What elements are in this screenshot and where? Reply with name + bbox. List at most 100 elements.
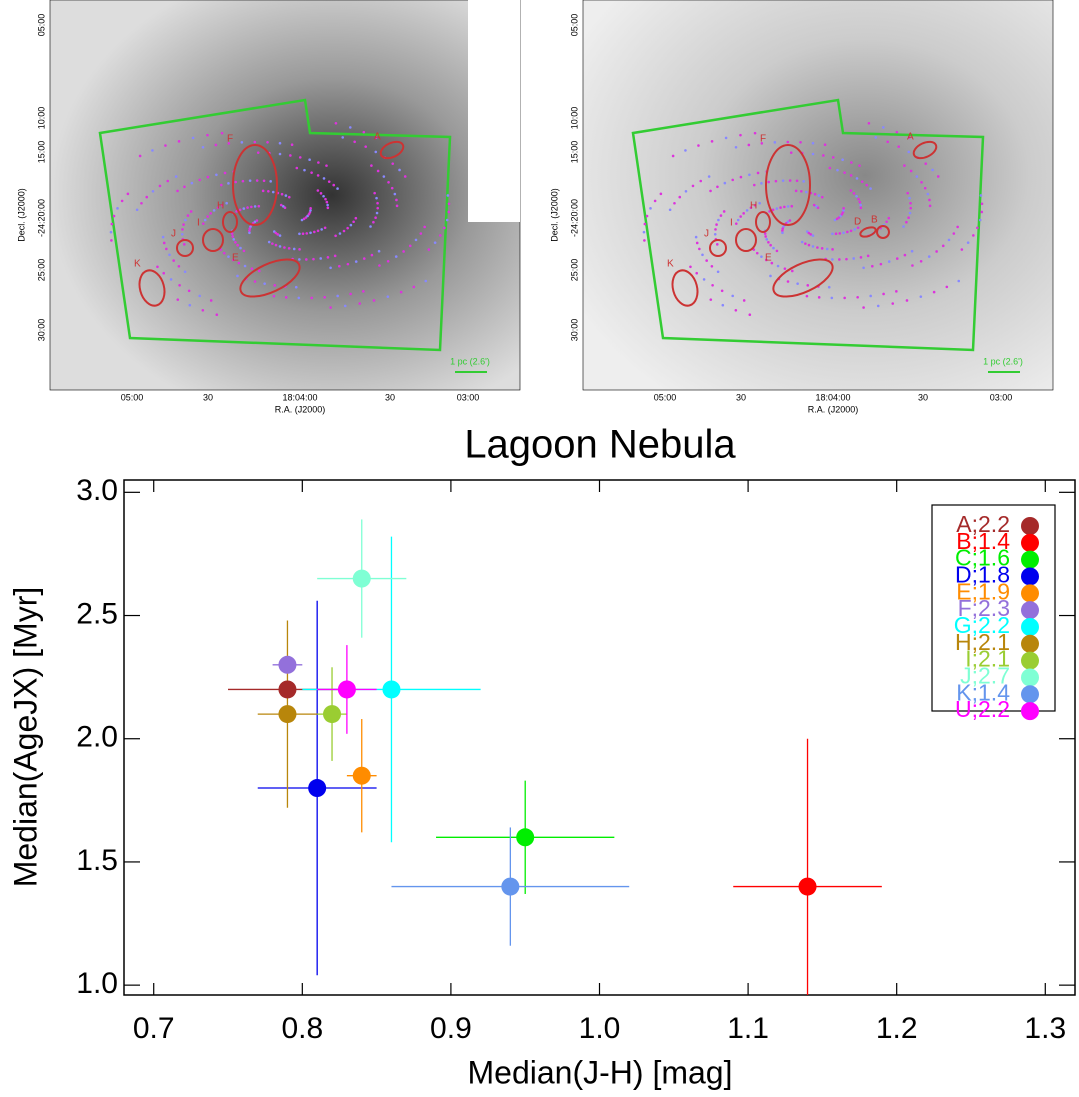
legend-marker [1021,651,1039,670]
star-dot [263,282,266,285]
star-dot [230,232,234,235]
y-tick-label: 3.0 [76,474,118,507]
star-dot [305,232,309,235]
star-dot [852,192,856,195]
star-dot [201,308,205,312]
map-x-tick-label: 05:00 [121,392,144,402]
star-dot [120,199,124,203]
star-dot [697,144,700,147]
star-dot [694,235,698,239]
star-dot [248,231,251,235]
star-dot [709,189,712,193]
star-dot [856,226,860,230]
star-dot [802,180,805,183]
star-dot [386,295,390,298]
region-label: A [907,132,914,143]
star-dot [858,164,861,167]
data-point [278,655,297,674]
star-dot [302,217,306,221]
star-dot [319,192,323,195]
star-dot [319,257,323,260]
star-dot [862,306,865,309]
star-dot [710,140,714,143]
star-dot [790,269,794,273]
chart-title: Lagoon Nebula [464,423,736,467]
star-dot [334,121,338,125]
data-point [501,877,520,896]
star-dot [222,251,226,255]
star-dot [823,143,827,146]
star-dot [316,189,320,192]
star-dot [811,141,815,145]
star-dot [329,306,332,309]
star-dot [287,195,291,199]
star-dot [812,203,816,207]
star-dot [183,270,187,274]
star-dot [978,218,982,222]
region-ellipse [222,211,238,233]
star-dot [393,192,397,196]
star-dot [895,130,899,134]
star-dot [887,216,891,220]
map-x-tick-label: 30 [918,392,928,402]
data-point [382,680,401,699]
star-dot [869,187,872,190]
map-y-tick-label: 30:00 [569,319,579,342]
star-dot [336,187,339,190]
star-dot [215,313,219,317]
star-dot [858,200,862,204]
region-ellipse [202,228,224,252]
star-dot [927,255,931,258]
star-dot [352,220,355,224]
star-dot [859,256,863,259]
star-dot [177,264,181,268]
star-dot [756,171,760,175]
scale-label: 1 pc (2.6') [450,356,490,366]
star-dot [242,207,246,210]
star-dot [723,181,727,185]
star-dot [376,169,380,173]
star-dot [653,199,657,203]
x-tick-label: 1.0 [579,1012,621,1045]
star-dot [332,183,336,187]
star-dot [227,255,230,258]
survey-outline [631,98,985,352]
data-point [278,680,297,699]
map-x-tick-label: 30 [203,392,213,402]
star-dot [800,189,803,193]
star-dot [243,264,247,268]
x-tick-label: 1.3 [1024,1012,1066,1045]
legend-label: E;1.9 [956,578,1010,604]
legend-marker [1021,567,1039,586]
region-ellipse [859,226,877,238]
star-dot [895,257,899,260]
star-dot [769,243,772,247]
star-dot [811,152,815,156]
star-dot [323,295,326,299]
star-dot [831,258,834,261]
star-dot [809,233,812,236]
legend-label: I;2.1 [965,646,1010,672]
star-dot [887,260,891,263]
star-dot [109,230,113,234]
region-ellipse [239,258,301,298]
star-dot [734,145,738,149]
star-dot [837,216,841,219]
star-dot [720,289,724,293]
star-dot [386,259,390,263]
star-dot [928,198,931,202]
star-dot [843,296,846,300]
star-dot [781,227,785,230]
legend-label: K;1.4 [956,679,1010,705]
map-x-tick-label: 05:00 [654,392,677,402]
star-dot [671,154,675,158]
star-dot [398,168,401,172]
star-dot [722,210,726,213]
star-dot [788,219,792,222]
star-dot [714,228,717,231]
star-dot [316,229,320,233]
map-y-tick-label: 15:00 [569,141,579,164]
star-dot [112,214,116,218]
star-dot [852,257,855,260]
star-dot [775,249,779,253]
